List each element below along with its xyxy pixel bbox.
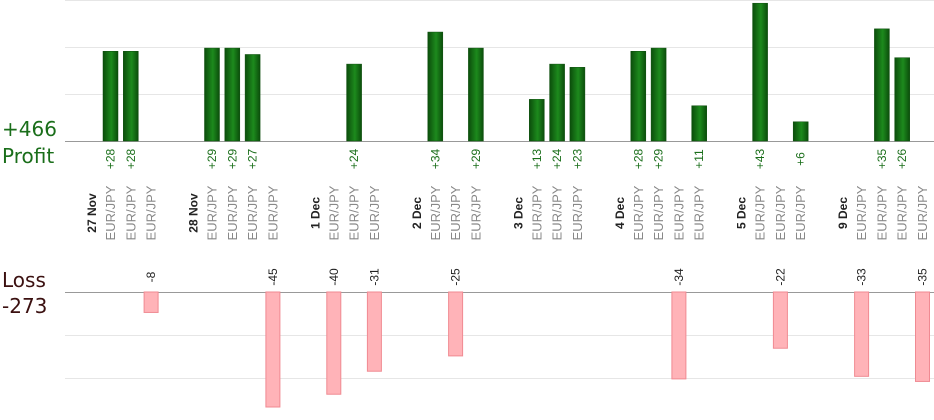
date-label: 4 Dec <box>613 197 627 229</box>
loss-bar <box>143 291 159 313</box>
profit-value-label: +29 <box>469 148 483 169</box>
profit-bar <box>874 28 890 142</box>
pair-label: EUR/JPY <box>144 185 159 240</box>
profit-bar <box>468 47 484 142</box>
pair-label: EUR/JPY <box>854 185 869 240</box>
profit-bar <box>752 2 768 142</box>
profit-value-label: +28 <box>631 148 645 169</box>
profit-value-label: +29 <box>225 148 239 169</box>
pair-label: EUR/JPY <box>326 185 341 240</box>
profit-bar <box>630 51 647 142</box>
profit-label: Profit <box>2 144 55 168</box>
pair-label: EUR/JPY <box>550 185 565 240</box>
loss-value-label: -8 <box>144 271 158 282</box>
pair-label: EUR/JPY <box>753 185 768 240</box>
date-label: 2 Dec <box>410 197 424 229</box>
pair-label: EUR/JPY <box>103 185 118 240</box>
loss-value-label: -35 <box>916 268 930 286</box>
profit-bar <box>529 99 545 142</box>
profit-bar <box>102 51 119 142</box>
profit-bar <box>244 54 261 142</box>
profit-bar <box>650 47 667 142</box>
loss-value-label: -34 <box>672 268 686 286</box>
profit-value-label: +23 <box>570 148 584 169</box>
profit-value-label: +11 <box>692 149 706 169</box>
date-label: 27 Nov <box>85 193 99 233</box>
profit-bar <box>894 57 910 142</box>
pair-label: EUR/JPY <box>529 185 544 240</box>
profit-value-label: +34 <box>428 148 442 169</box>
pair-label: EUR/JPY <box>245 185 260 240</box>
profit-value-label: +43 <box>753 148 767 169</box>
loss-label: Loss <box>2 268 46 292</box>
category-labels: 27 Nov EUR/JPY EUR/JPY EUR/JPY 28 Nov EUR/JPY… <box>85 185 930 240</box>
trade-bars <box>102 2 930 408</box>
profit-value-label: +13 <box>530 148 544 169</box>
profit-value-label: +28 <box>124 148 138 169</box>
loss-value-label: -22 <box>773 268 787 286</box>
profit-bar <box>346 63 362 142</box>
bar-labels: +28 +28 -8 +29 +29 +27 -45 -40 +24 -31 +34 -25 +29 +1… <box>104 148 930 285</box>
loss-total: -273 <box>2 294 48 318</box>
pair-label: EUR/JPY <box>428 185 443 240</box>
pair-label: EUR/JPY <box>651 185 666 240</box>
profit-bar <box>123 51 139 142</box>
loss-bar <box>265 291 281 408</box>
pair-label: EUR/JPY <box>205 185 220 240</box>
profit-value-label: +26 <box>895 148 909 169</box>
loss-value-label: -33 <box>855 268 869 286</box>
pair-label: EUR/JPY <box>773 185 788 240</box>
loss-value-label: -25 <box>449 268 463 286</box>
pair-label: EUR/JPY <box>225 185 240 240</box>
pair-label: EUR/JPY <box>448 185 463 240</box>
pair-label: EUR/JPY <box>123 185 138 240</box>
profit-value-label: +24 <box>550 148 564 169</box>
profit-value-label: +6 <box>794 152 808 166</box>
date-label: 3 Dec <box>511 197 525 229</box>
loss-bar <box>772 291 788 349</box>
pair-label: EUR/JPY <box>265 185 280 240</box>
profit-value-label: +29 <box>205 148 219 169</box>
pair-label: EUR/JPY <box>347 185 362 240</box>
pair-label: EUR/JPY <box>367 185 382 240</box>
pair-label: EUR/JPY <box>468 185 483 240</box>
profit-bar <box>792 121 809 142</box>
loss-value-label: -31 <box>367 268 381 286</box>
pair-label: EUR/JPY <box>631 185 646 240</box>
pair-label: EUR/JPY <box>915 185 930 240</box>
loss-bar <box>671 291 687 380</box>
profit-bar <box>204 47 220 142</box>
loss-bar <box>326 291 342 395</box>
loss-bar <box>366 291 382 372</box>
pair-label: EUR/JPY <box>692 185 707 240</box>
pair-label: EUR/JPY <box>793 185 808 240</box>
pair-label: EUR/JPY <box>570 185 585 240</box>
profit-bar <box>691 105 707 142</box>
loss-value-label: -45 <box>266 268 280 286</box>
profit-value-label: +29 <box>652 148 666 169</box>
profit-bar <box>224 47 241 142</box>
loss-bar <box>915 291 930 382</box>
profit-bar <box>549 63 565 142</box>
profit-value-label: +27 <box>246 148 260 169</box>
date-label: 9 Dec <box>836 197 850 229</box>
date-label: 28 Nov <box>187 193 201 233</box>
date-label: 5 Dec <box>735 197 749 229</box>
loss-bar <box>854 291 870 377</box>
pair-label: EUR/JPY <box>895 185 910 240</box>
profit-bar <box>569 67 586 142</box>
profit-value-label: +24 <box>347 148 361 169</box>
loss-value-label: -40 <box>327 268 341 286</box>
profit-total: +466 <box>2 117 57 141</box>
profit-value-label: +28 <box>104 148 118 169</box>
profit-bar <box>427 31 444 142</box>
profit-value-label: +35 <box>875 148 889 169</box>
date-label: 1 Dec <box>308 197 322 229</box>
loss-bar <box>448 291 464 357</box>
pair-label: EUR/JPY <box>874 185 889 240</box>
pair-label: EUR/JPY <box>671 185 686 240</box>
